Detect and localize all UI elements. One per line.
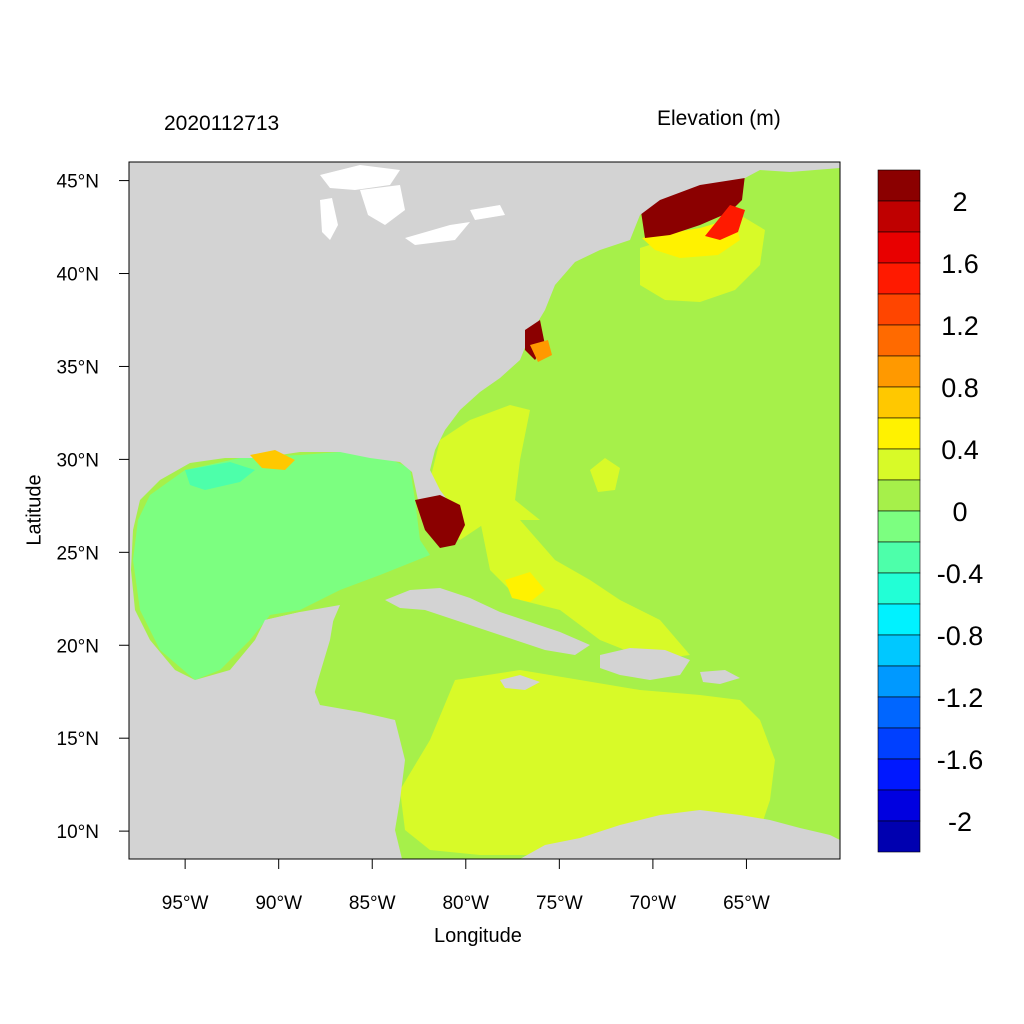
colorbar-bin [877,603,921,636]
hispaniola-land [600,648,690,680]
map-panel [129,162,840,859]
colorbar-bin [877,820,921,853]
colorbar-bin [877,169,921,202]
x-axis-label: Longitude [434,925,522,947]
louisiana-coast-surge [250,450,295,470]
colorbar-bin [877,727,921,760]
lon-tick-label: 75°W [536,893,583,914]
colorbar-tick-label: 2 [952,187,967,217]
lat-tick-label: 45°N [57,172,99,193]
colorbar [877,169,921,853]
lon-tick-label: 90°W [255,893,302,914]
gulf-of-maine-rim [705,205,745,240]
colorbar-tick-label: -0.8 [937,621,984,651]
colorbar-bin [877,324,921,357]
bahamas-anomaly [480,520,690,660]
south-florida-surge [415,495,465,548]
colorbar-bin [877,355,921,388]
jamaica-land [500,675,540,690]
colorbar-bin [877,479,921,512]
colorbar-bin [877,634,921,667]
colorbar-labels: 2 1.6 1.2 0.8 0.4 0 -0.4 -0.8 -1.2 -1.6 -2 [937,187,984,837]
lake-superior [320,165,400,190]
lake-ontario [470,205,505,220]
colorbar-bin [877,572,921,605]
lon-tick-label: 70°W [630,893,677,914]
gulf-north-shelf [185,462,255,490]
lat-tick-label: 20°N [57,636,99,657]
colorbar-bin [877,758,921,791]
chesapeake-surge [530,340,552,362]
colorbar-bin [877,293,921,326]
units-label: Elevation (m) [657,107,781,130]
lat-tick-label: 30°N [57,450,99,471]
colorbar-tick-label: -2 [948,807,972,837]
colorbar-tick-label: -0.4 [937,559,984,589]
colorbar-tick-label: 1.6 [941,249,979,279]
bahamas-core [505,572,545,602]
colorbar-tick-label: -1.2 [937,683,984,713]
longitude-ticks: 95°W 90°W 85°W 80°W 75°W 70°W 65°W [162,859,770,914]
colorbar-bin [877,386,921,419]
colorbar-bin [877,231,921,264]
colorbar-bin [877,696,921,729]
lat-tick-label: 35°N [57,357,99,378]
caribbean-positive-anomaly [400,670,775,855]
lat-tick-label: 25°N [57,543,99,564]
lon-tick-label: 85°W [349,893,396,914]
colorbar-bin [877,262,921,295]
lake-erie [405,222,470,245]
gulf-of-maine-surge [640,175,745,238]
plot-frame [128,161,841,860]
yucatan-land [260,610,335,710]
colorbar-bin [877,448,921,481]
colorbar-tick-label: 1.2 [941,311,979,341]
lake-michigan [320,198,338,240]
lat-tick-label: 15°N [57,729,99,750]
lon-tick-label: 80°W [442,893,489,914]
colorbar-bin [877,789,921,822]
puerto-rico-land [700,670,740,684]
colorbar-bin [877,665,921,698]
colorbar-bin [877,541,921,574]
colorbar-bin [877,510,921,543]
colorbar-tick-label: 0.8 [941,373,979,403]
cuba-land [385,588,590,655]
south-america-land [520,810,840,859]
atlantic-patch [590,458,620,492]
colorbar-tick-label: 0.4 [941,435,979,465]
lat-tick-label: 40°N [57,265,99,286]
colorbar-bin [877,417,921,450]
gulf-of-mexico [133,452,430,680]
lon-tick-label: 65°W [723,893,770,914]
colorbar-tick-label: 0 [952,497,967,527]
colorbar-bin [877,200,921,233]
latitude-ticks: 45°N 40°N 35°N 30°N 25°N 20°N 15°N 10°N [57,172,129,843]
lake-huron [360,185,405,225]
colorbar-tick-label: -1.6 [937,745,984,775]
lat-tick-label: 10°N [57,822,99,843]
date-label: 2020112713 [164,112,280,135]
lon-tick-label: 95°W [162,893,209,914]
